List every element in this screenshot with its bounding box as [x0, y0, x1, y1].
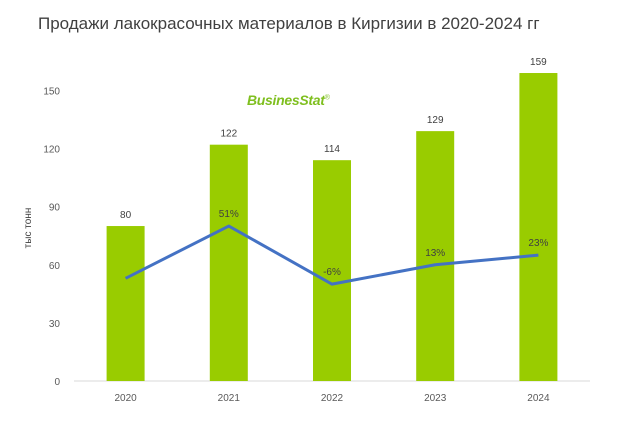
bar	[519, 73, 558, 381]
growth-label: 51%	[219, 209, 239, 220]
bar	[209, 144, 248, 381]
bar-value-label: 80	[120, 210, 132, 221]
x-tick-label: 2021	[218, 393, 241, 404]
bar-value-label: 114	[324, 144, 340, 155]
logo-text: BusinesStat	[247, 92, 325, 108]
bar-value-label: 159	[530, 57, 547, 68]
bar-value-label: 122	[220, 129, 237, 140]
x-tick-label: 2020	[114, 393, 137, 404]
y-tick-label: 150	[43, 86, 60, 97]
businesstat-logo: BusinesStat®	[247, 92, 330, 108]
y-tick-label: 0	[54, 377, 60, 388]
y-tick-label: 90	[49, 203, 61, 214]
bar-value-label: 129	[427, 115, 444, 126]
bar	[416, 131, 455, 381]
y-tick-label: 60	[49, 261, 61, 272]
bar	[106, 226, 145, 381]
x-tick-label: 2023	[424, 393, 447, 404]
x-tick-label: 2024	[527, 393, 550, 404]
y-tick-label: 120	[43, 145, 60, 156]
y-tick-label: 30	[49, 319, 61, 330]
growth-line	[124, 224, 539, 286]
registered-mark: ®	[324, 94, 330, 102]
growth-label: 13%	[425, 248, 445, 259]
growth-label: 23%	[528, 238, 548, 249]
bar	[313, 160, 351, 381]
chart-title: Продажи лакокрасочных материалов в Кирги…	[38, 14, 540, 33]
growth-label: -6%	[323, 267, 341, 278]
x-tick-label: 2022	[321, 393, 344, 404]
